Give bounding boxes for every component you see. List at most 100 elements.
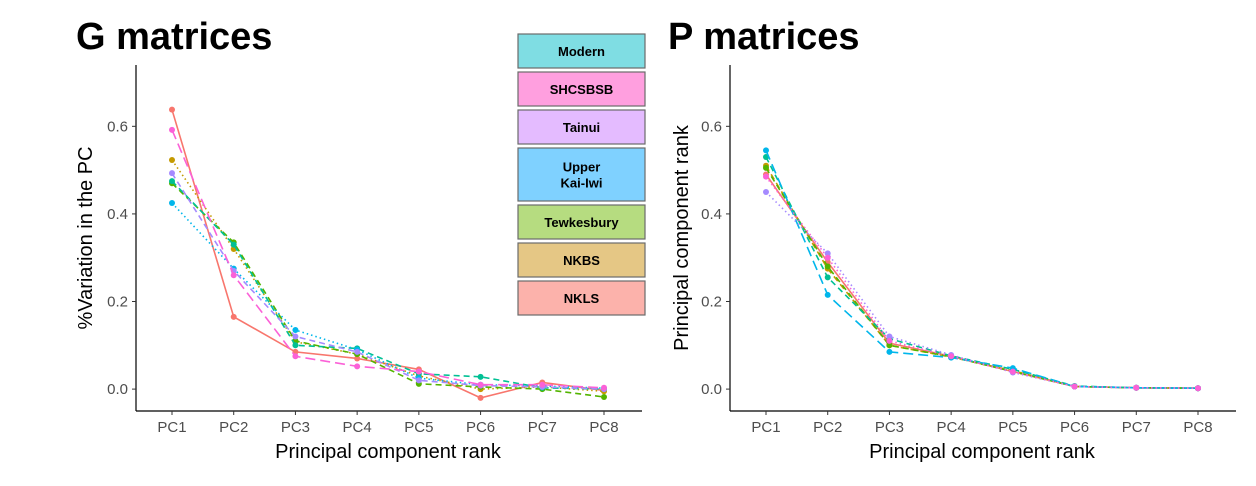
- x-tick-label: PC3: [875, 419, 904, 436]
- data-point: [354, 363, 361, 370]
- x-axis-label-p: Principal component rank: [869, 441, 1096, 463]
- data-point: [477, 373, 484, 380]
- series-line: [171, 180, 605, 390]
- series-line: [171, 202, 605, 389]
- x-tick-label: PC4: [343, 419, 372, 436]
- x-tick-label: PC6: [1060, 419, 1089, 436]
- legend-label: SHCSBSB: [550, 82, 614, 97]
- x-tick-label: PC2: [219, 419, 248, 436]
- data-point: [1195, 385, 1201, 392]
- chart-p-matrices: P matrices 0.0 0.2 0.4 0.6 PC1 PC2 PC3 PC4 PC5 P…: [668, 16, 1236, 463]
- chart-title-p: P matrices: [668, 16, 860, 58]
- series-group-g: [169, 106, 607, 401]
- legend-box: [517, 204, 646, 240]
- legend-label: NKBS: [563, 253, 600, 268]
- legend-box: [517, 109, 646, 145]
- data-point: [886, 348, 893, 355]
- data-point: [763, 173, 769, 180]
- y-ticks-g: 0.0 0.2 0.4 0.6: [107, 118, 136, 398]
- legend-box: [517, 33, 646, 69]
- series-line: [171, 172, 605, 390]
- y-tick-label: 0.4: [701, 206, 722, 223]
- x-tick-label: PC5: [998, 419, 1027, 436]
- data-point: [292, 326, 299, 333]
- data-point: [539, 381, 546, 388]
- data-point: [824, 274, 831, 281]
- data-point: [824, 250, 831, 257]
- legend-label: Tewkesbury: [544, 215, 619, 230]
- series-line: [171, 182, 605, 398]
- data-point: [169, 106, 175, 113]
- data-point: [415, 368, 422, 375]
- data-point: [354, 348, 361, 355]
- x-tick-label: PC1: [157, 419, 186, 436]
- x-tick-label: PC2: [813, 419, 842, 436]
- x-axis-label-g: Principal component rank: [275, 441, 502, 463]
- data-point: [477, 381, 484, 388]
- data-point: [1071, 383, 1078, 390]
- x-tick-label: PC8: [589, 419, 618, 436]
- data-point: [886, 342, 893, 349]
- legend-label: NKLS: [564, 291, 600, 306]
- y-axis-label-p: Principal component rank: [671, 124, 693, 351]
- x-tick-label: PC3: [281, 419, 310, 436]
- x-ticks-g: PC1 PC2 PC3 PC4 PC5 PC6 PC7 PC8: [157, 411, 619, 436]
- y-tick-label: 0.6: [701, 118, 722, 135]
- data-point: [292, 333, 299, 340]
- data-point: [601, 393, 607, 400]
- y-axis-label-g: %Variation in the PC: [75, 146, 97, 329]
- data-point: [292, 342, 299, 349]
- data-point: [230, 241, 237, 248]
- legend-label: Modern: [558, 44, 605, 59]
- chart-title-g: G matrices: [76, 16, 272, 58]
- data-point: [886, 333, 893, 340]
- series-line: [765, 176, 1199, 389]
- data-point: [169, 178, 175, 185]
- data-point: [292, 353, 299, 360]
- data-point: [763, 189, 769, 196]
- series-line: [171, 129, 605, 389]
- series-line: [765, 191, 1199, 389]
- series-group-p: [763, 147, 1201, 392]
- data-point: [1133, 384, 1140, 391]
- data-point: [169, 157, 175, 164]
- legend-box: [517, 242, 646, 278]
- y-tick-label: 0.6: [107, 118, 128, 135]
- data-point: [1009, 368, 1016, 375]
- y-tick-label: 0.4: [107, 206, 128, 223]
- x-tick-label: PC4: [937, 419, 966, 436]
- data-point: [824, 254, 831, 261]
- y-tick-label: 0.2: [701, 294, 722, 311]
- chart-g-matrices: G matrices 0.00.20.40.6 PC1 PC2 PC3 PC4 PC5 P…: [75, 16, 642, 463]
- x-tick-label: PC8: [1183, 419, 1212, 436]
- data-point: [230, 313, 237, 320]
- data-point: [354, 355, 361, 362]
- x-tick-label: PC7: [528, 419, 557, 436]
- data-point: [763, 164, 769, 171]
- x-tick-label: PC6: [466, 419, 495, 436]
- data-point: [601, 384, 607, 391]
- series-line: [765, 167, 1199, 389]
- legend-label: Tainui: [563, 120, 600, 135]
- x-tick-label: PC1: [751, 419, 780, 436]
- legend-box: [517, 280, 646, 316]
- y-tick-label: 0.0: [701, 381, 722, 398]
- data-point: [477, 394, 484, 401]
- y-tick-label: 0.2: [107, 294, 128, 311]
- legend-box: [517, 147, 646, 202]
- series-line: [765, 150, 1199, 389]
- data-point: [824, 263, 831, 270]
- data-point: [415, 377, 422, 384]
- data-point: [824, 291, 831, 298]
- legend-label: Upper: [563, 160, 601, 175]
- data-point: [763, 147, 769, 154]
- data-point: [169, 126, 175, 133]
- data-point: [886, 337, 893, 344]
- legend-label: Kai-Iwi: [561, 176, 603, 191]
- data-point: [948, 353, 955, 360]
- x-tick-label: PC7: [1122, 419, 1151, 436]
- series-line: [171, 159, 605, 393]
- legend-box: [517, 71, 646, 107]
- y-ticks-p: 0.0 0.2 0.4 0.6: [701, 118, 730, 398]
